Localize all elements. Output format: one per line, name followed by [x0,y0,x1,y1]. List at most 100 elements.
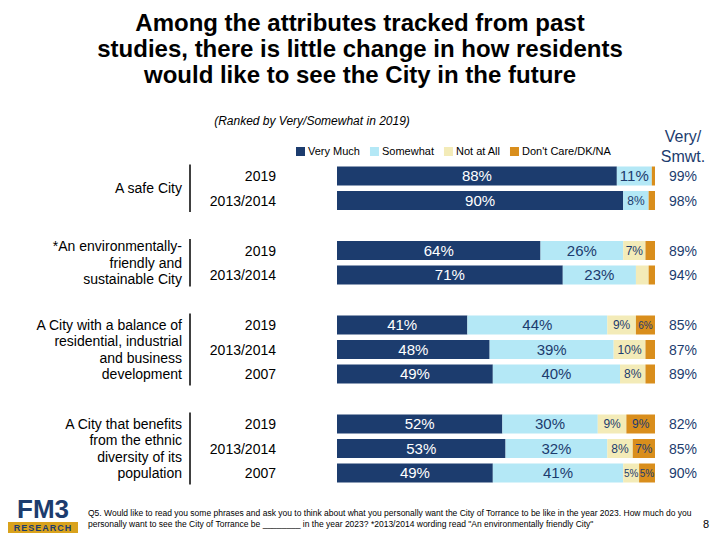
group-separator [189,165,191,213]
bar-segment [337,415,502,434]
group-label: *An environmentally-friendly andsustaina… [53,238,183,287]
category-label: 2013/2014 [210,267,276,283]
group-separator [189,314,191,386]
text-line: Very/ [665,128,702,145]
data-label: 9% [632,417,650,431]
bar-segment [636,266,649,285]
logo-band [8,522,78,533]
data-label: 8% [624,367,642,381]
data-label: 48% [398,341,428,358]
total-label: 99% [669,168,697,184]
bar-segment [614,340,646,359]
legend-swatch [296,147,305,156]
total-label: 89% [669,243,697,259]
bar-segment [337,365,493,384]
chart: Among the attributes tracked from pastst… [0,0,720,540]
bar-segment [623,191,648,210]
logo-bg [5,493,81,535]
data-label: 88% [462,167,492,184]
total-label: 87% [669,342,697,358]
category-label: 2019 [245,243,276,259]
category-label: 2007 [245,465,276,481]
bar-segment [620,365,645,384]
data-label: 32% [541,440,571,457]
data-label: 44% [522,316,552,333]
legend: Very MuchSomewhatNot at AllDon't Care/DK… [296,145,612,157]
bar-segment [493,365,620,384]
data-label: 9% [613,318,631,332]
bars [337,167,655,483]
data-label: 64% [424,242,454,259]
data-labels: 88%11%90%8%64%26%7%71%23%41%44%9%6%48%39… [387,167,654,481]
legend-swatch [510,147,519,156]
text-line: A safe City [115,180,182,196]
category-label: 2007 [245,366,276,382]
bar-segment [652,167,655,186]
page: {"chart_data": { "type": "bar", "orienta… [0,0,720,540]
category-label: 2019 [245,317,276,333]
data-label: 5% [640,468,655,479]
category-label: 2013/2014 [210,193,276,209]
data-label: 8% [611,442,629,456]
text-line: diversity of its [97,449,182,465]
category-label: 2013/2014 [210,441,276,457]
bar-segment [541,241,624,260]
total-label: 82% [669,416,697,432]
total-label: 85% [669,317,697,333]
data-label: 39% [537,341,567,358]
legend-swatch [444,147,453,156]
data-label: 40% [541,365,571,382]
bar-segment [623,241,645,260]
text-line: A City with a balance of [36,317,182,333]
bar-segment [649,191,655,210]
bar-segment [506,439,608,458]
data-label: 7% [635,442,653,456]
data-label: 9% [603,417,621,431]
bar-segment [607,439,632,458]
category-label: 2019 [245,168,276,184]
bar-segment [617,167,652,186]
data-label: 11% [620,167,649,184]
logo-subtitle: RESEARCH [14,523,73,533]
text-line: studies, there is little change in how r… [97,35,622,62]
bar-segment [493,464,623,483]
text-line: would like to see the City in the future [143,61,576,88]
bar-segment [337,241,541,260]
category-label: 2019 [245,416,276,432]
data-label: 71% [435,266,465,283]
total-label: 85% [669,441,697,457]
bar-segment [626,415,655,434]
text-line: friendly and [110,255,182,271]
bar-segment [563,266,636,285]
data-label: 10% [618,343,642,357]
data-label: 5% [624,468,639,479]
bar-segment [649,266,655,285]
group-separator [189,413,191,485]
bar-segment [645,241,655,260]
legend-label: Somewhat [382,145,434,157]
legend-label: Very Much [308,145,360,157]
data-label: 52% [405,415,435,432]
subtitle: (Ranked by Very/Somewhat in 2019) [214,114,410,128]
bar-segment [337,464,493,483]
text-line: A City that benefits [65,416,182,432]
bar-segment [337,191,623,210]
text-line: personally want to see the City of Torra… [88,519,593,529]
bar-segment [645,365,655,384]
data-label: 41% [387,316,417,333]
bar-segment [623,464,639,483]
bar-segment [337,167,617,186]
total-label: 94% [669,267,697,283]
page-number: 8 [703,518,709,530]
logo: FM3RESEARCH [5,493,81,535]
bar-segment [467,316,607,335]
text-line: *An environmentally- [53,238,183,254]
text-line: residential, industrial [54,333,182,349]
group-separator [189,239,191,287]
logo-text: FM3 [17,494,69,524]
bar-segment [490,340,614,359]
bar-segment [337,340,490,359]
group-label: A safe City [115,180,182,196]
bar-segment [337,266,563,285]
title: Among the attributes tracked from pastst… [97,9,622,88]
